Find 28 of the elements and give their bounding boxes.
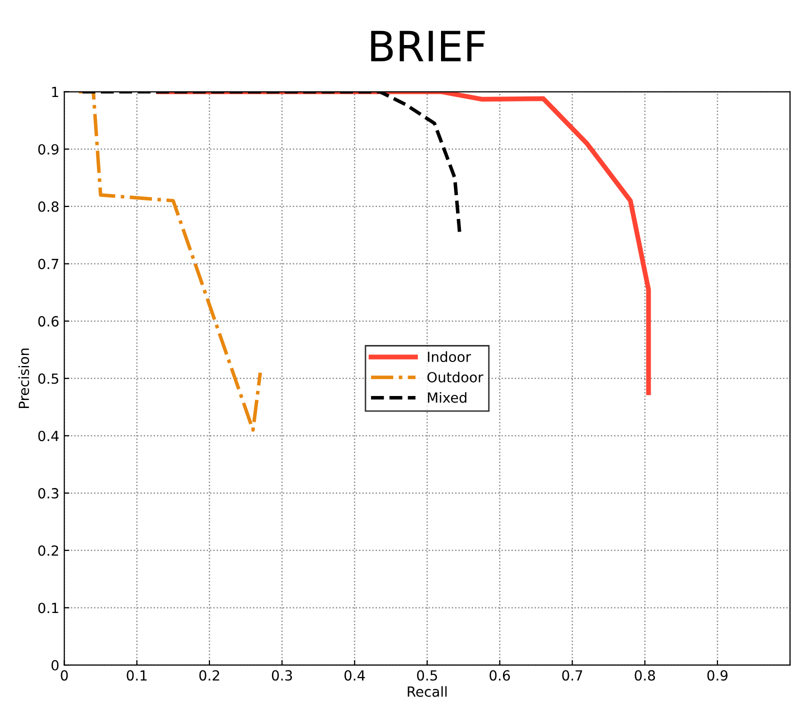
y-tick-label: 0.3	[38, 488, 58, 499]
y-tick-label: 0.6	[38, 316, 59, 327]
x-tick-label: 0.3	[272, 670, 292, 681]
y-tick-label: 0.8	[38, 201, 59, 212]
line-series	[77, 92, 262, 432]
chart-title: BRIEF	[371, 30, 485, 62]
x-tick-label: 0.2	[199, 670, 220, 681]
y-axis-title: Precision	[18, 348, 30, 408]
x-tick-label: 0.9	[707, 670, 728, 681]
x-tick-label: 0	[60, 670, 68, 681]
y-tick-label: 0.2	[38, 545, 58, 556]
x-tick-label: 0.7	[562, 670, 582, 681]
x-axis-title: Recall	[408, 686, 447, 697]
x-tick-label: 0.1	[126, 670, 147, 681]
y-tick-label: 0.1	[38, 602, 58, 614]
y-tick-label: 1	[52, 86, 58, 98]
y-tick-label: 0.5	[38, 373, 58, 384]
x-tick-label: 0.4	[344, 670, 365, 681]
x-tick-label: 0.6	[490, 670, 510, 681]
y-tick-label: 0.7	[38, 258, 58, 270]
x-tick-label: 0.8	[634, 670, 655, 681]
legend-label: Mixed	[428, 392, 466, 403]
y-tick-label: 0.4	[38, 430, 59, 442]
x-tick-label: 0.5	[417, 670, 438, 681]
legend-label: Outdoor	[427, 372, 484, 382]
legend-label: Indoor	[428, 351, 472, 362]
y-tick-label: 0	[52, 660, 59, 671]
y-tick-label: 0.9	[38, 144, 58, 155]
